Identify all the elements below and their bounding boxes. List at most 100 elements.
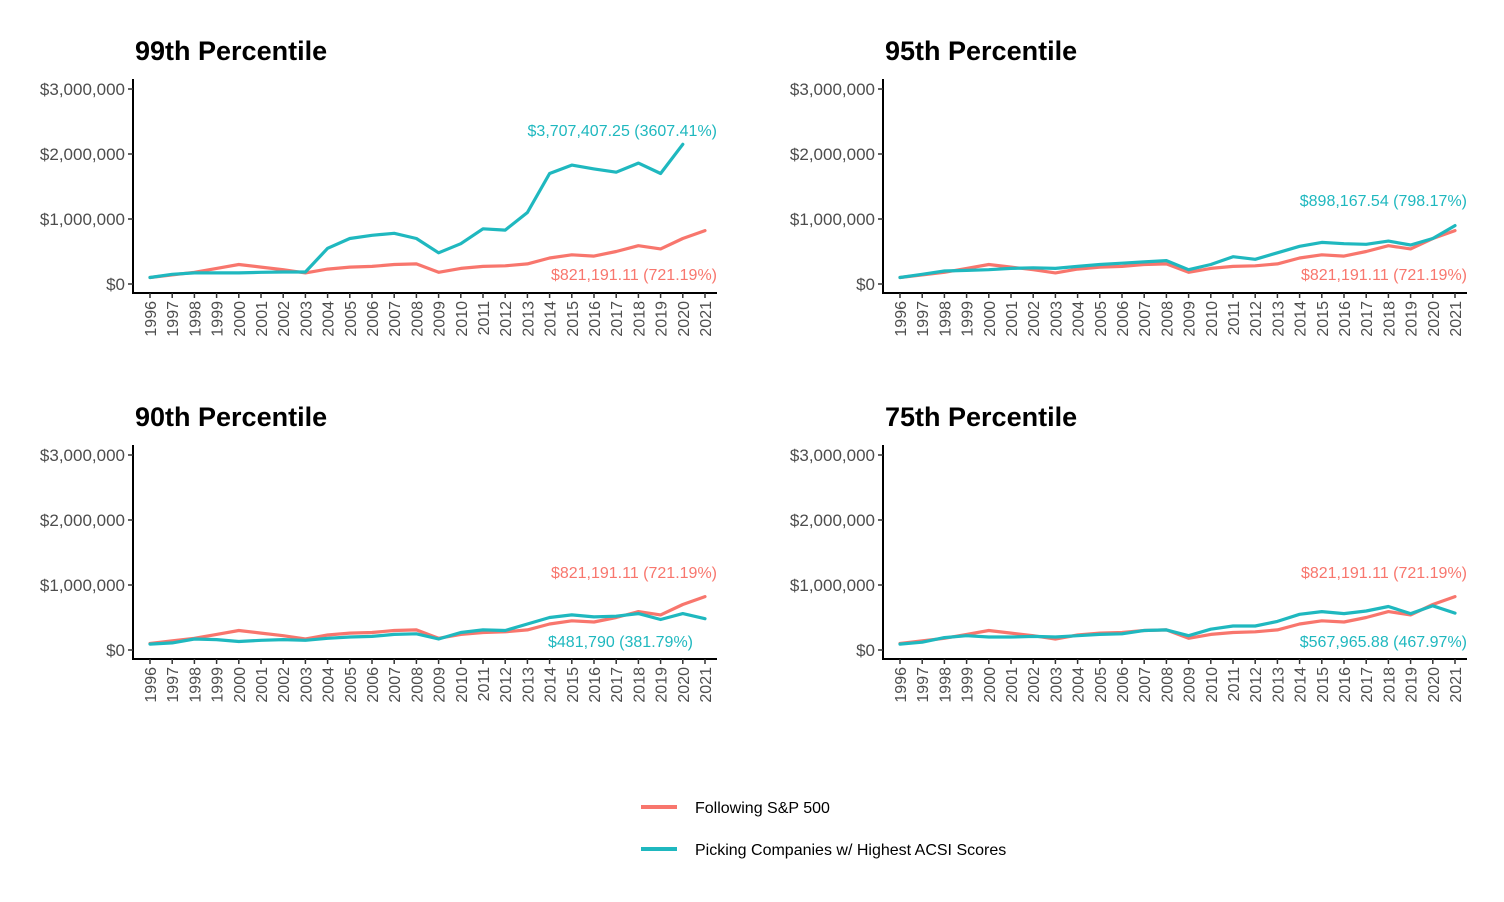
- x-tick-label: 1998: [187, 667, 204, 703]
- annotation-acsi: $898,167.54 (798.17%): [1300, 193, 1467, 210]
- series-line-sp500: [148, 595, 707, 646]
- x-tick-label: 2012: [498, 667, 515, 703]
- x-tick-label: 2003: [298, 667, 315, 703]
- x-tick-label: 2008: [409, 667, 426, 703]
- x-tick-label: 2006: [365, 301, 382, 337]
- x-tick-label: 1996: [893, 301, 910, 337]
- y-tick-label: $0: [106, 275, 125, 294]
- legend: Following S&P 500 Picking Companies w/ Hi…: [641, 800, 1006, 859]
- x-tick-label: 2004: [1071, 301, 1088, 337]
- x-tick-label: 2005: [343, 667, 360, 703]
- x-tick-label: 2010: [454, 301, 471, 337]
- x-tick-label: 2017: [1359, 667, 1376, 703]
- series-line-acsi: [898, 604, 1457, 646]
- x-tick-label: 2018: [1381, 301, 1398, 337]
- x-tick-label: 2002: [1026, 667, 1043, 703]
- x-tick-label: 2001: [254, 301, 271, 337]
- y-tick-label: $1,000,000: [790, 576, 875, 595]
- x-tick-label: 2008: [409, 301, 426, 337]
- x-tick-label: 2007: [1137, 667, 1154, 703]
- x-tick-label: 1997: [165, 667, 182, 703]
- x-tick-label: 1998: [937, 301, 954, 337]
- x-tick-label: 2000: [982, 301, 999, 337]
- x-tick-label: 1999: [210, 301, 227, 337]
- x-tick-label: 2014: [543, 301, 560, 337]
- x-tick-label: 2008: [1159, 667, 1176, 703]
- panel-title: 90th Percentile: [135, 402, 327, 432]
- series-line-acsi: [148, 612, 707, 646]
- x-tick-label: 2015: [1315, 301, 1332, 337]
- x-tick-label: 2007: [387, 667, 404, 703]
- x-tick-label: 2009: [432, 301, 449, 337]
- series-line-sp500: [148, 229, 707, 280]
- x-tick-label: 2016: [1337, 301, 1354, 337]
- x-tick-label: 2005: [1093, 667, 1110, 703]
- legend-label-acsi: Picking Companies w/ Highest ACSI Scores: [695, 842, 1006, 859]
- annotation-sp500: $821,191.11 (721.19%): [1301, 565, 1467, 582]
- x-tick-label: 2020: [1426, 667, 1443, 703]
- chart-panel-2: 95th Percentile $0 $1,000,000 $2,000,000 $3,…: [790, 36, 1467, 337]
- x-tick-label: 2012: [1248, 301, 1265, 337]
- x-tick-label: 2004: [321, 301, 338, 337]
- annotation-sp500: $821,191.11 (721.19%): [551, 565, 717, 582]
- x-tick-label: 2021: [1448, 301, 1465, 337]
- x-tick-label: 2010: [1204, 301, 1221, 337]
- y-tick-label: $3,000,000: [790, 446, 875, 465]
- x-tick-label: 1996: [893, 667, 910, 703]
- y-tick-label: $2,000,000: [790, 145, 875, 164]
- x-tick-label: 2011: [476, 301, 493, 336]
- x-tick-label: 2013: [520, 301, 537, 337]
- x-tick-label: 2017: [609, 667, 626, 703]
- x-tick-label: 2006: [365, 667, 382, 703]
- x-tick-label: 2006: [1115, 667, 1132, 703]
- y-tick-label: $1,000,000: [790, 210, 875, 229]
- x-tick-label: 2009: [1182, 301, 1199, 337]
- x-tick-label: 2013: [1270, 301, 1287, 337]
- x-tick-label: 2015: [565, 667, 582, 703]
- x-tick-label: 2021: [1448, 667, 1465, 703]
- annotation-acsi: $481,790 (381.79%): [548, 634, 693, 651]
- x-tick-label: 2017: [1359, 301, 1376, 337]
- x-tick-label: 2010: [454, 667, 471, 703]
- x-tick-label: 2012: [1248, 667, 1265, 703]
- x-tick-label: 1999: [960, 667, 977, 703]
- x-tick-label: 1999: [210, 667, 227, 703]
- x-tick-label: 2005: [1093, 301, 1110, 337]
- series-line-acsi: [898, 224, 1457, 280]
- x-tick-label: 2012: [498, 301, 515, 337]
- x-tick-label: 2000: [232, 301, 249, 337]
- x-tick-label: 2002: [276, 301, 293, 337]
- x-tick-label: 2019: [1404, 667, 1421, 703]
- x-tick-label: 1996: [143, 667, 160, 703]
- y-tick-label: $2,000,000: [40, 511, 125, 530]
- legend-label-sp500: Following S&P 500: [695, 800, 830, 817]
- panel-title: 99th Percentile: [135, 36, 327, 66]
- x-tick-label: 2008: [1159, 301, 1176, 337]
- y-tick-label: $1,000,000: [40, 210, 125, 229]
- y-tick-label: $1,000,000: [40, 576, 125, 595]
- panel-title: 75th Percentile: [885, 402, 1077, 432]
- x-tick-label: 1998: [187, 301, 204, 337]
- x-tick-label: 2001: [254, 667, 271, 703]
- x-tick-label: 2014: [543, 667, 560, 703]
- x-tick-label: 2011: [1226, 667, 1243, 702]
- x-tick-label: 2001: [1004, 301, 1021, 337]
- x-tick-label: 2021: [698, 667, 715, 703]
- series-line-acsi: [148, 142, 685, 280]
- x-tick-label: 2003: [1048, 667, 1065, 703]
- x-tick-label: 1997: [165, 301, 182, 337]
- x-tick-label: 1998: [937, 667, 954, 703]
- x-tick-label: 2019: [654, 301, 671, 337]
- x-tick-label: 2003: [298, 301, 315, 337]
- x-tick-label: 2016: [587, 667, 604, 703]
- annotation-sp500: $821,191.11 (721.19%): [551, 267, 717, 284]
- y-tick-label: $3,000,000: [40, 446, 125, 465]
- annotation-acsi: $3,707,407.25 (3607.41%): [528, 123, 717, 140]
- annotation-acsi: $567,965.88 (467.97%): [1300, 634, 1467, 651]
- x-tick-label: 2011: [476, 667, 493, 702]
- x-tick-label: 2000: [982, 667, 999, 703]
- x-tick-label: 2019: [1404, 301, 1421, 337]
- x-tick-label: 2021: [698, 301, 715, 337]
- x-tick-label: 2001: [1004, 667, 1021, 703]
- chart-panel-4: 75th Percentile $0 $1,000,000 $2,000,000 $3,…: [790, 402, 1467, 703]
